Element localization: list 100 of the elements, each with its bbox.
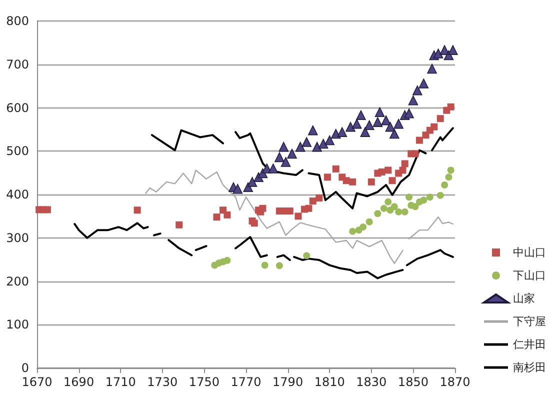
- point: [280, 157, 291, 167]
- y-tick-label: 800: [6, 14, 29, 28]
- y-tick-label: 700: [6, 57, 29, 72]
- point: [406, 194, 413, 201]
- point: [448, 45, 458, 55]
- point: [294, 212, 302, 220]
- point: [308, 125, 318, 136]
- point: [302, 137, 312, 147]
- point: [384, 166, 392, 174]
- point: [366, 218, 373, 226]
- point: [250, 220, 258, 227]
- point: [356, 110, 366, 120]
- point: [378, 168, 386, 176]
- y-tick-label: 500: [6, 144, 29, 158]
- x-tick-label: 1810: [314, 375, 345, 389]
- y-tick-label: 400: [6, 188, 29, 202]
- point: [418, 78, 429, 88]
- x-tick-label: 1710: [105, 375, 136, 389]
- point: [346, 122, 356, 132]
- point: [399, 166, 406, 174]
- point: [389, 128, 400, 139]
- point: [433, 48, 444, 58]
- legend-label: 山家: [513, 292, 535, 305]
- point: [412, 86, 422, 96]
- legend-label: 下守屋: [513, 315, 546, 328]
- point: [349, 228, 356, 235]
- point: [312, 142, 322, 152]
- point: [176, 221, 183, 228]
- legend-label: 中山口: [513, 246, 546, 259]
- point: [401, 208, 408, 216]
- point: [390, 203, 398, 210]
- point: [388, 177, 396, 184]
- point: [330, 128, 341, 139]
- point: [430, 123, 438, 130]
- point: [360, 127, 370, 137]
- y-tick-label: 600: [6, 100, 29, 115]
- point: [394, 118, 404, 129]
- point: [276, 262, 283, 270]
- point: [372, 117, 383, 127]
- point: [134, 206, 141, 214]
- point: [268, 164, 278, 174]
- x-tick-label: 1750: [188, 375, 220, 389]
- point: [324, 174, 332, 181]
- point: [364, 120, 374, 130]
- point: [408, 95, 418, 106]
- point: [286, 207, 294, 214]
- point: [416, 136, 423, 144]
- x-tick-label: 1690: [64, 375, 94, 389]
- point: [259, 204, 266, 212]
- point: [318, 138, 328, 149]
- point: [441, 181, 448, 188]
- point: [247, 177, 258, 187]
- point: [420, 196, 428, 204]
- point: [401, 160, 408, 168]
- point: [360, 224, 367, 231]
- y-tick-label: 200: [6, 274, 29, 288]
- point: [368, 178, 375, 186]
- point: [385, 122, 396, 132]
- point: [445, 174, 452, 181]
- x-tick-label: 1730: [147, 375, 178, 389]
- x-tick-label: 1790: [272, 375, 304, 389]
- point: [404, 108, 414, 118]
- point: [337, 127, 348, 137]
- point: [280, 207, 288, 214]
- legend-label: 南杉田: [513, 361, 546, 374]
- point: [412, 150, 419, 158]
- point: [295, 142, 306, 152]
- x-tick-label: 1870: [440, 375, 470, 389]
- point: [349, 178, 356, 186]
- point: [436, 115, 444, 122]
- point: [224, 256, 231, 264]
- point: [384, 198, 392, 206]
- point: [374, 210, 382, 218]
- point: [316, 194, 323, 202]
- point: [213, 214, 220, 221]
- point: [261, 262, 268, 269]
- y-tick-label: 100: [6, 318, 29, 332]
- point: [224, 211, 231, 218]
- point: [278, 142, 289, 152]
- point: [447, 166, 454, 174]
- point: [44, 206, 51, 214]
- point: [324, 135, 334, 146]
- point: [427, 64, 437, 74]
- point: [303, 252, 310, 260]
- y-tick-label: 0: [21, 361, 29, 375]
- point: [436, 192, 444, 199]
- point: [426, 194, 434, 201]
- point: [374, 107, 385, 117]
- point: [412, 203, 419, 210]
- legend-label: 仁井田: [513, 338, 546, 351]
- point: [232, 184, 243, 194]
- y-tick-label: 300: [6, 230, 29, 245]
- legend-label: 下山口: [513, 269, 546, 282]
- point: [395, 208, 402, 216]
- point: [380, 204, 388, 212]
- point: [332, 165, 340, 172]
- point: [447, 103, 454, 110]
- point: [305, 204, 312, 212]
- point: [274, 152, 284, 162]
- x-tick-label: 1770: [230, 375, 262, 389]
